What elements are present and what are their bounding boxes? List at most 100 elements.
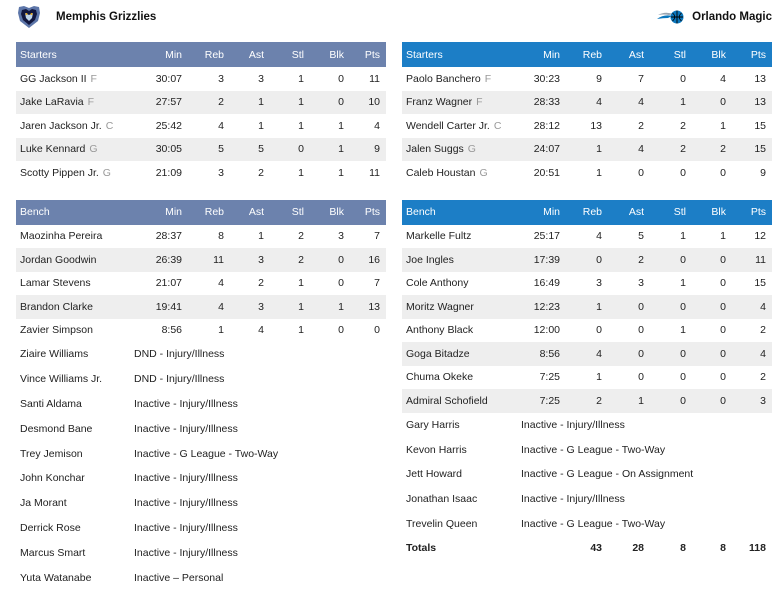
player-name[interactable]: Marcus Smart: [20, 546, 86, 559]
column-header[interactable]: Pts: [732, 199, 772, 225]
column-header[interactable]: Reb: [188, 199, 230, 225]
column-header[interactable]: Starters: [16, 42, 136, 67]
player-name[interactable]: Chuma Okeke: [406, 371, 474, 384]
column-header[interactable]: Reb: [566, 42, 608, 67]
stat-cell: 2: [680, 119, 686, 132]
player-name[interactable]: Anthony Black: [406, 324, 474, 337]
stat-cell: 2: [188, 90, 230, 114]
column-header[interactable]: Min: [136, 199, 188, 225]
stat-cell: 3: [338, 230, 344, 243]
stat-cell: 0: [638, 324, 644, 337]
stat-cell: 0: [650, 248, 692, 272]
player-name[interactable]: Yuta Watanabe: [20, 571, 92, 584]
stat-cell: 30:05: [136, 137, 188, 161]
player-name[interactable]: Jalen Suggs: [406, 143, 464, 156]
player-name[interactable]: Joe Ingles: [402, 248, 524, 272]
column-header[interactable]: Stl: [270, 42, 310, 67]
column-header[interactable]: Pts: [350, 199, 386, 225]
player-name[interactable]: Ja Morant: [20, 497, 67, 510]
column-header[interactable]: Min: [524, 42, 566, 67]
team-totals-row: Totals 43 28 8 8 118: [402, 536, 772, 560]
player-name[interactable]: Gary Harris: [406, 418, 460, 431]
home-starters-table: Starters Min Reb Ast Stl Blk Pts GG Jack…: [16, 42, 386, 185]
stat-cell: 1: [338, 166, 344, 179]
player-name[interactable]: Brandon Clarke: [16, 295, 136, 319]
stat-cell: 1: [270, 90, 310, 114]
column-header[interactable]: Bench: [16, 199, 136, 225]
player-name[interactable]: Admiral Schofield: [402, 389, 524, 413]
player-name[interactable]: Moritz Wagner: [402, 295, 524, 319]
player-position: G: [89, 143, 98, 156]
player-name[interactable]: Vince Williams Jr.: [20, 373, 103, 386]
player-name[interactable]: Santi Aldama: [20, 397, 82, 410]
player-name[interactable]: Jaren Jackson Jr.: [20, 119, 102, 132]
player-name[interactable]: Markelle Fultz: [406, 230, 472, 243]
player-name[interactable]: Jordan Goodwin: [16, 248, 136, 272]
stat-cell: 8:56: [524, 342, 566, 366]
player-name[interactable]: Jake LaRavia: [20, 96, 84, 109]
player-name[interactable]: Trevelin Queen: [406, 518, 478, 531]
stat-cell: 15: [754, 277, 766, 290]
player-name[interactable]: Maozinha Pereira: [20, 230, 103, 243]
player-name[interactable]: Jonathan Isaac: [406, 493, 478, 506]
stat-cell: 2: [760, 371, 766, 384]
stat-cell: 4: [608, 90, 650, 114]
table-row: Jake LaRavia F 27:57 2 1 1 0 10: [16, 90, 386, 114]
stat-cell: 13: [590, 119, 602, 132]
stat-cell: 1: [680, 277, 686, 290]
player-name[interactable]: Luke Kennard: [20, 143, 86, 156]
player-name[interactable]: GG Jackson II: [20, 72, 87, 85]
player-name[interactable]: Cole Anthony: [406, 277, 469, 290]
column-header[interactable]: Ast: [230, 199, 270, 225]
column-header[interactable]: Pts: [732, 42, 772, 67]
player-position: C: [105, 119, 114, 132]
column-header[interactable]: Stl: [650, 199, 692, 225]
player-name[interactable]: Paolo Banchero: [406, 72, 481, 85]
column-header[interactable]: Blk: [310, 199, 350, 225]
inactive-status: Inactive – Personal: [134, 571, 224, 584]
column-header[interactable]: Reb: [566, 199, 608, 225]
inactive-row: Jett Howard Inactive - G League - On Assi…: [402, 462, 772, 487]
inactive-row: Santi Aldama Inactive - Injury/Illness: [16, 392, 386, 417]
player-name[interactable]: Franz Wagner: [406, 96, 473, 109]
player-name[interactable]: Scotty Pippen Jr.: [20, 166, 99, 179]
player-name[interactable]: Kevon Harris: [406, 443, 467, 456]
column-header[interactable]: Reb: [188, 42, 230, 67]
column-header[interactable]: Starters: [402, 42, 524, 67]
table-row: Markelle Fultz 25:17 4 5 1 1 12: [402, 225, 772, 249]
column-header[interactable]: Stl: [270, 199, 310, 225]
inactive-status: Inactive - Injury/Illness: [521, 418, 625, 431]
player-name[interactable]: Trey Jemison: [20, 447, 83, 460]
player-cell: Jaren Jackson Jr. C: [16, 114, 136, 138]
stat-cell: 12:00: [533, 324, 560, 337]
inactive-status: DND - Injury/Illness: [134, 348, 225, 361]
column-header[interactable]: Pts: [350, 42, 386, 67]
column-header[interactable]: Blk: [692, 199, 732, 225]
player-position: C: [493, 119, 502, 132]
stat-cell: 0: [310, 90, 350, 114]
column-header[interactable]: Blk: [310, 42, 350, 67]
player-name[interactable]: Jett Howard: [406, 468, 463, 481]
player-name[interactable]: Lamar Stevens: [20, 277, 91, 290]
column-header[interactable]: Min: [524, 199, 566, 225]
column-header[interactable]: Blk: [692, 42, 732, 67]
column-header[interactable]: Ast: [230, 42, 270, 67]
column-header[interactable]: Bench: [402, 199, 524, 225]
column-header[interactable]: Ast: [608, 42, 650, 67]
player-name[interactable]: Ziaire Williams: [20, 348, 89, 361]
column-header[interactable]: Stl: [650, 42, 692, 67]
grizzlies-logo-icon: [18, 6, 40, 28]
stat-cell: 11: [369, 72, 380, 85]
home-inactive-list: Ziaire Williams DND - Injury/Illness Vinc…: [16, 342, 386, 590]
column-header[interactable]: Min: [136, 42, 188, 67]
player-name[interactable]: Goga Bitadze: [402, 342, 524, 366]
player-name[interactable]: Zavier Simpson: [20, 324, 93, 337]
inactive-row: Trey Jemison Inactive - G League - Two-Wa…: [16, 441, 386, 466]
player-name[interactable]: John Konchar: [20, 472, 85, 485]
column-header[interactable]: Ast: [608, 199, 650, 225]
player-name[interactable]: Derrick Rose: [20, 521, 81, 534]
player-name[interactable]: Wendell Carter Jr.: [406, 119, 490, 132]
player-name[interactable]: Desmond Bane: [20, 422, 93, 435]
table-row: Goga Bitadze 8:56 4 0 0 0 4: [402, 342, 772, 366]
player-name[interactable]: Caleb Houstan: [406, 166, 476, 179]
